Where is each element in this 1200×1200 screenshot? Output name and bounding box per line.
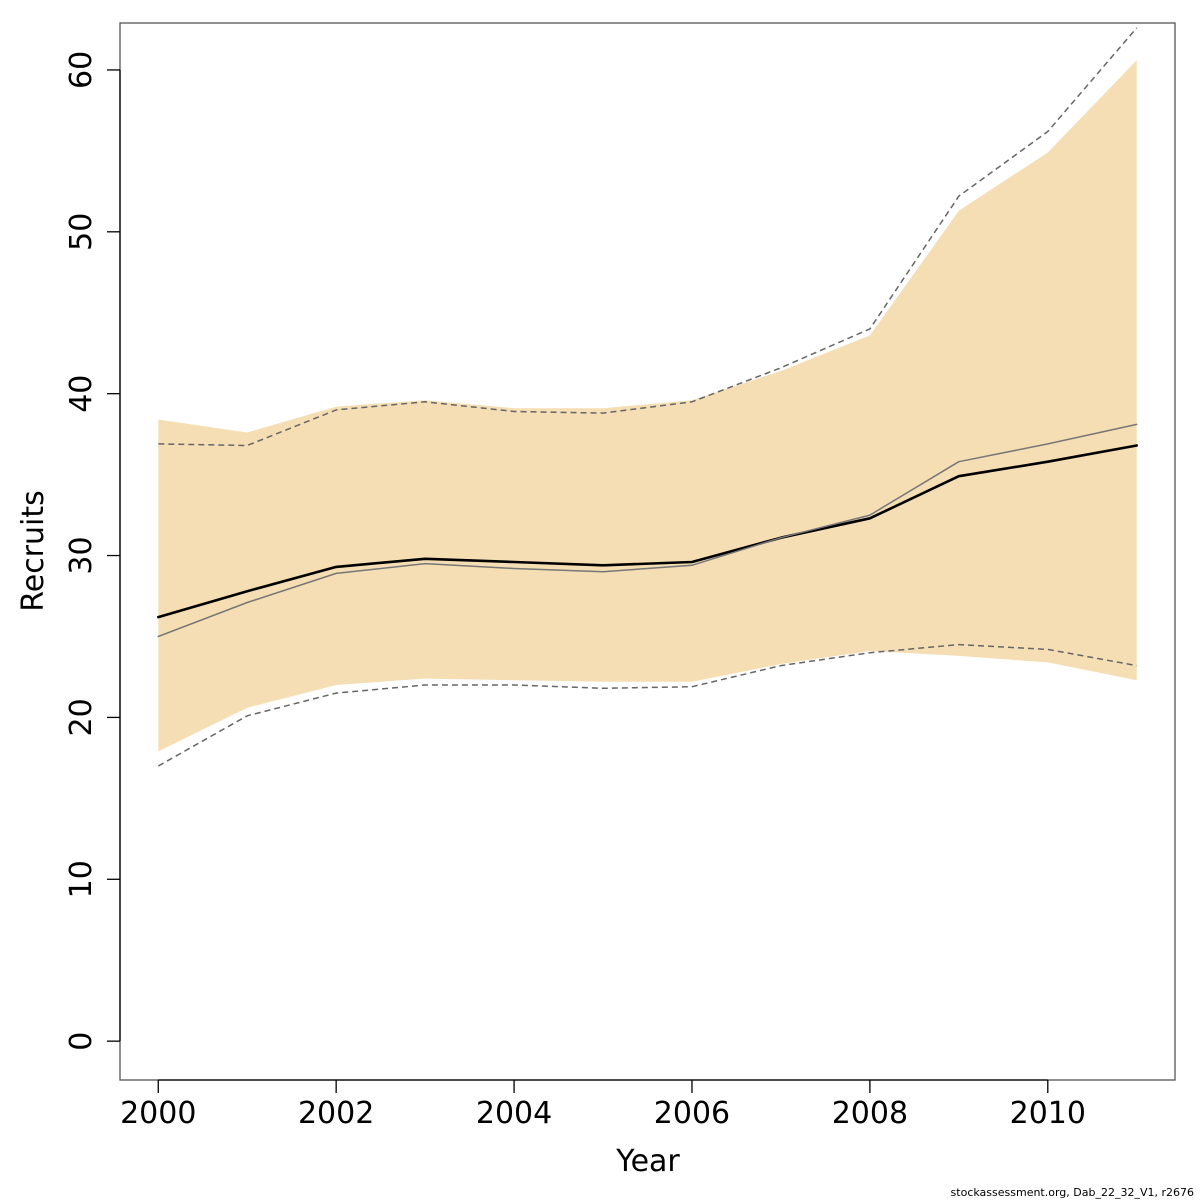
estimate-line <box>157 444 1138 619</box>
x-tick-label: 2010 <box>1010 1096 1086 1131</box>
alternate-estimate-line <box>157 423 1138 638</box>
x-axis-title: Year <box>615 1144 680 1179</box>
x-tick-label: 2002 <box>298 1096 374 1131</box>
y-tick-label: 10 <box>64 860 99 898</box>
y-axis-title: Recruits <box>16 490 51 612</box>
upper-bound-dashed-line <box>158 27 1138 447</box>
x-tick-label: 2006 <box>654 1096 730 1131</box>
y-tick-label: 0 <box>64 1032 99 1051</box>
y-tick-label: 60 <box>64 51 99 89</box>
y-tick-label: 50 <box>64 213 99 251</box>
x-tick-label: 2008 <box>832 1096 908 1131</box>
lower-bound-dashed-line <box>157 643 1137 767</box>
x-tick-label: 2004 <box>476 1096 552 1131</box>
y-tick-label: 20 <box>64 698 99 736</box>
confidence-band <box>158 60 1137 752</box>
x-tick-label: 2000 <box>120 1096 196 1131</box>
y-tick-label: 30 <box>64 536 99 574</box>
footer-credit: stockassessment.org, Dab_22_32_V1, r2676 <box>951 1186 1194 1199</box>
y-tick-label: 40 <box>64 375 99 413</box>
